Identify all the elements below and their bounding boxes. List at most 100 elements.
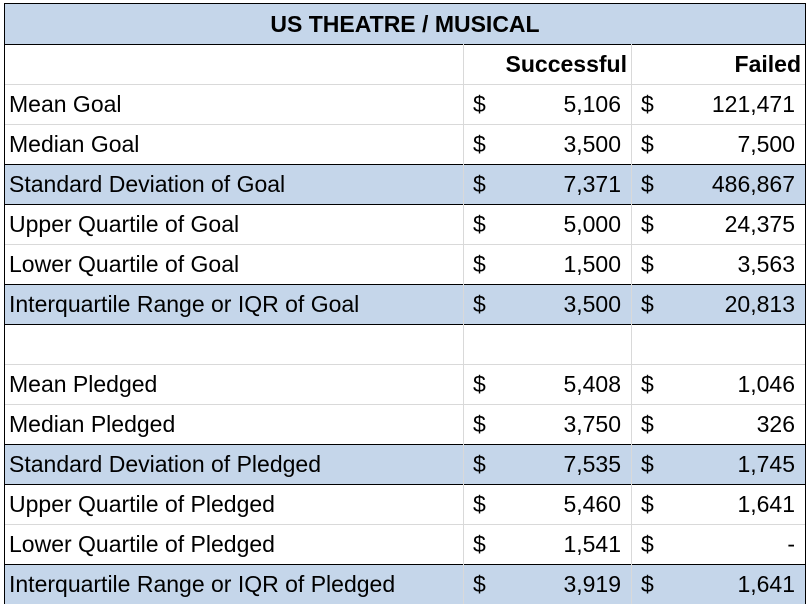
failed-value: 1,641: [737, 571, 795, 597]
failed-value: -: [787, 531, 795, 557]
row-divider: [5, 124, 805, 125]
successful-value: 5,460: [563, 491, 621, 517]
successful-currency: $: [473, 91, 486, 117]
failed-currency: $: [641, 491, 654, 517]
row-label: Mean Pledged: [9, 371, 158, 397]
row-label: Median Goal: [9, 131, 140, 157]
row-divider: [5, 404, 805, 405]
failed-value: 3,563: [737, 251, 795, 277]
failed-currency: $: [641, 291, 654, 317]
row-label: Upper Quartile of Goal: [9, 211, 240, 237]
row-divider: [5, 244, 805, 245]
successful-currency: $: [473, 571, 486, 597]
row-divider: [5, 44, 805, 45]
table-row: Median Goal $3,500 $7,500: [5, 124, 805, 164]
failed-value: 1,046: [737, 371, 795, 397]
successful-currency: [463, 324, 493, 364]
failed-currency: $: [641, 571, 654, 597]
title-row: US THEATRE / MUSICAL: [5, 4, 805, 44]
column-divider: [631, 44, 632, 604]
failed-value: 1,641: [737, 491, 795, 517]
table-row: Standard Deviation of Goal $7,371 $486,867: [5, 164, 805, 204]
failed-currency: $: [641, 411, 654, 437]
failed-value: 7,500: [737, 131, 795, 157]
successful-value: [493, 324, 631, 364]
row-divider: [5, 364, 805, 365]
failed-currency: $: [641, 251, 654, 277]
successful-currency: $: [473, 131, 486, 157]
row-label: Lower Quartile of Goal: [9, 251, 240, 277]
row-divider: [5, 84, 805, 85]
successful-currency: $: [473, 411, 486, 437]
row-divider: [5, 484, 805, 485]
failed-value: [661, 324, 805, 364]
row-divider: [5, 204, 805, 205]
failed-value: 121,471: [711, 91, 795, 117]
row-divider: [5, 324, 805, 325]
successful-value: 1,541: [563, 531, 621, 557]
successful-value: 7,535: [563, 451, 621, 477]
table-row: Mean Pledged $5,408 $1,046: [5, 364, 805, 404]
successful-value: 7,371: [563, 171, 621, 197]
table-row: Standard Deviation of Pledged $7,535 $1,74…: [5, 444, 805, 484]
row-label: Standard Deviation of Pledged: [9, 451, 321, 477]
failed-currency: $: [641, 371, 654, 397]
successful-currency: $: [473, 491, 486, 517]
failed-currency: $: [641, 531, 654, 557]
successful-currency: $: [473, 251, 486, 277]
failed-value: 1,745: [737, 451, 795, 477]
successful-value: 1,500: [563, 251, 621, 277]
successful-currency: $: [473, 531, 486, 557]
failed-currency: $: [641, 131, 654, 157]
failed-currency: $: [641, 91, 654, 117]
table-row: Interquartile Range or IQR of Goal $3,500…: [5, 284, 805, 324]
row-divider: [5, 444, 805, 445]
failed-value: 326: [756, 411, 795, 437]
row-divider: [5, 164, 805, 165]
table-row: Interquartile Range or IQR of Pledged $3,…: [5, 564, 805, 604]
successful-currency: $: [473, 291, 486, 317]
row-divider: [5, 564, 805, 565]
table-row: Lower Quartile of Goal $1,500 $3,563: [5, 244, 805, 284]
table-title: US THEATRE / MUSICAL: [270, 11, 540, 37]
failed-value: 486,867: [711, 171, 795, 197]
row-label: [5, 324, 463, 364]
row-label: Mean Goal: [9, 91, 122, 117]
failed-currency: $: [641, 211, 654, 237]
successful-value: 3,500: [563, 131, 621, 157]
failed-currency: $: [641, 171, 654, 197]
row-label: Median Pledged: [9, 411, 176, 437]
failed-value: 20,813: [724, 291, 795, 317]
header-successful: Successful: [505, 51, 627, 77]
table-row: Upper Quartile of Pledged $5,460 $1,641: [5, 484, 805, 524]
table-row: Median Pledged $3,750 $326: [5, 404, 805, 444]
header-row: Successful Failed: [5, 44, 805, 84]
successful-value: 3,500: [563, 291, 621, 317]
failed-value: 24,375: [724, 211, 795, 237]
statistics-table: US THEATRE / MUSICAL Successful Failed M…: [4, 3, 806, 604]
header-label-cell: [5, 44, 463, 84]
successful-value: 3,919: [563, 571, 621, 597]
successful-value: 5,408: [563, 371, 621, 397]
row-label: Interquartile Range or IQR of Goal: [9, 291, 360, 317]
row-label: Interquartile Range or IQR of Pledged: [9, 571, 396, 597]
table-row: Lower Quartile of Pledged $1,541 $ -: [5, 524, 805, 564]
row-divider: [5, 524, 805, 525]
table-row: Upper Quartile of Goal $5,000 $24,375: [5, 204, 805, 244]
successful-value: 3,750: [563, 411, 621, 437]
failed-currency: [631, 324, 661, 364]
successful-value: 5,000: [563, 211, 621, 237]
row-divider: [5, 284, 805, 285]
row-label: Lower Quartile of Pledged: [9, 531, 275, 557]
successful-currency: $: [473, 451, 486, 477]
failed-currency: $: [641, 451, 654, 477]
blank-row: [5, 324, 805, 364]
successful-currency: $: [473, 371, 486, 397]
column-divider: [463, 44, 464, 604]
successful-currency: $: [473, 211, 486, 237]
header-failed: Failed: [734, 51, 801, 77]
table-row: Mean Goal $5,106 $121,471: [5, 84, 805, 124]
row-label: Upper Quartile of Pledged: [9, 491, 275, 517]
successful-value: 5,106: [563, 91, 621, 117]
row-label: Standard Deviation of Goal: [9, 171, 286, 197]
